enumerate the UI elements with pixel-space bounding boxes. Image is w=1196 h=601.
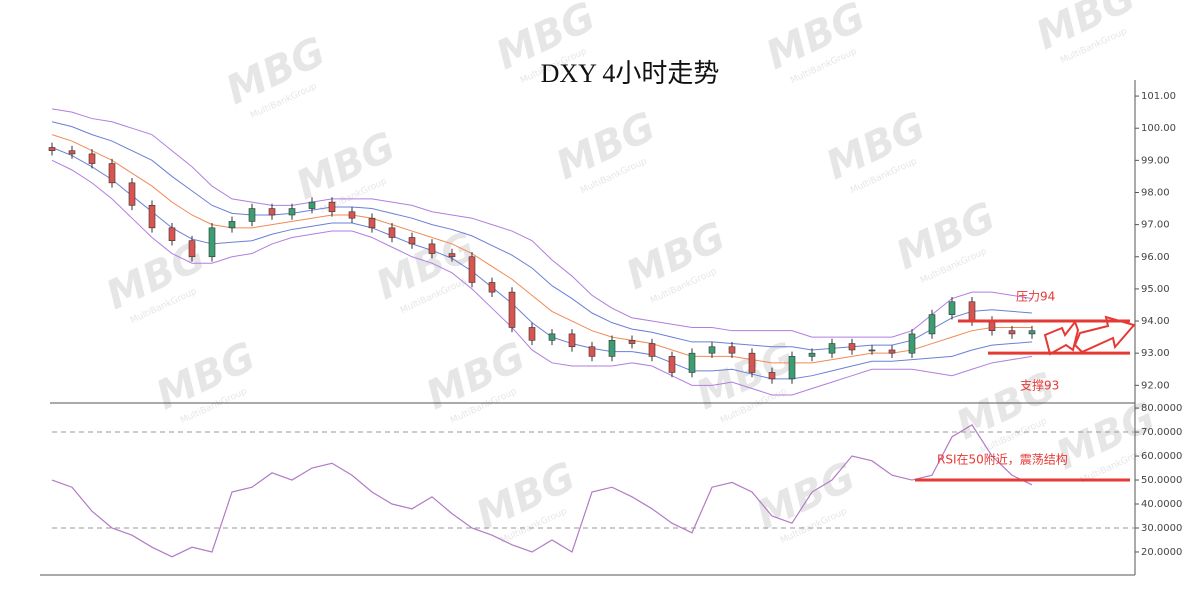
candle-body: [248, 208, 256, 222]
line: [51, 147, 1033, 380]
candle-body: [808, 352, 816, 357]
candle-body: [848, 343, 856, 351]
y-tick-label: 60.0000: [1141, 451, 1182, 462]
candle-body: [408, 237, 416, 245]
y-tick-label: 20.0000: [1141, 547, 1182, 558]
y-tick-label: 50.0000: [1141, 475, 1182, 486]
y-tick-label: 94.00: [1141, 316, 1170, 327]
candle-body: [228, 221, 236, 229]
candle-body: [508, 291, 516, 328]
candle-body: [668, 356, 676, 373]
candle-body: [568, 333, 576, 348]
y-tick-label: 80.0000: [1141, 403, 1182, 414]
candle-body: [948, 301, 956, 315]
candle-body: [168, 227, 176, 241]
candle-body: [908, 333, 916, 354]
candle-body: [388, 227, 396, 238]
candle-body: [288, 208, 296, 216]
candle-body: [628, 340, 636, 344]
line: [51, 424, 1033, 558]
candle-body: [208, 227, 216, 258]
candle-body: [588, 346, 596, 357]
candle-body: [48, 147, 56, 152]
candle-body: [688, 352, 696, 373]
candle-body: [368, 217, 376, 229]
y-tick-label: 100.00: [1141, 123, 1176, 134]
candle-body: [648, 343, 656, 357]
candle-body: [708, 346, 716, 354]
candle-body: [348, 211, 356, 219]
candle-body: [148, 205, 156, 229]
candle-body: [748, 352, 756, 373]
arrow: [1043, 319, 1080, 356]
y-tick-label: 95.00: [1141, 284, 1170, 295]
candle-body: [608, 340, 616, 357]
candle-body: [488, 282, 496, 293]
candle-body: [548, 333, 556, 341]
candle-body: [968, 301, 976, 322]
candle-body: [108, 163, 116, 184]
candle-body: [448, 253, 456, 258]
candle-body: [68, 150, 76, 155]
candle-body: [728, 346, 736, 354]
line: [51, 108, 1033, 338]
candle-body: [928, 314, 936, 335]
y-tick-label: 99.00: [1141, 155, 1170, 166]
candle-body: [268, 208, 276, 216]
y-tick-label: 92.00: [1141, 380, 1170, 391]
candle-body: [88, 153, 96, 164]
candle-body: [888, 349, 896, 354]
candle-body: [468, 256, 476, 283]
candle-body: [768, 372, 776, 380]
y-tick-label: 96.00: [1141, 252, 1170, 263]
line: [51, 134, 1032, 364]
y-tick-label: 97.00: [1141, 220, 1170, 231]
y-tick-label: 40.0000: [1141, 499, 1182, 510]
level-label: 压力94: [1016, 290, 1055, 304]
candle-body: [1008, 330, 1016, 335]
candle-body: [828, 343, 836, 354]
candle-body: [1028, 330, 1036, 335]
y-tick-label: 98.00: [1141, 187, 1170, 198]
level-label: 支撑93: [1020, 378, 1059, 393]
line: [51, 159, 1033, 396]
y-tick-label: 101.00: [1141, 91, 1176, 102]
candle-body: [788, 356, 796, 380]
y-tick-label: 70.0000: [1141, 427, 1182, 438]
level-label: RSI在50附近，震荡结构: [937, 452, 1068, 467]
arrow: [1073, 315, 1136, 354]
candle-body: [188, 240, 196, 258]
candle-body: [868, 349, 876, 352]
line: [51, 121, 1033, 351]
y-tick-label: 93.00: [1141, 348, 1170, 359]
candle-body: [328, 201, 336, 213]
candle-body: [428, 243, 436, 254]
candle-body: [528, 327, 536, 341]
chart-title: DXY 4小时走势: [541, 59, 720, 88]
candle-body: [128, 182, 136, 206]
y-tick-label: 30.0000: [1141, 523, 1182, 534]
candle-body: [308, 201, 316, 209]
